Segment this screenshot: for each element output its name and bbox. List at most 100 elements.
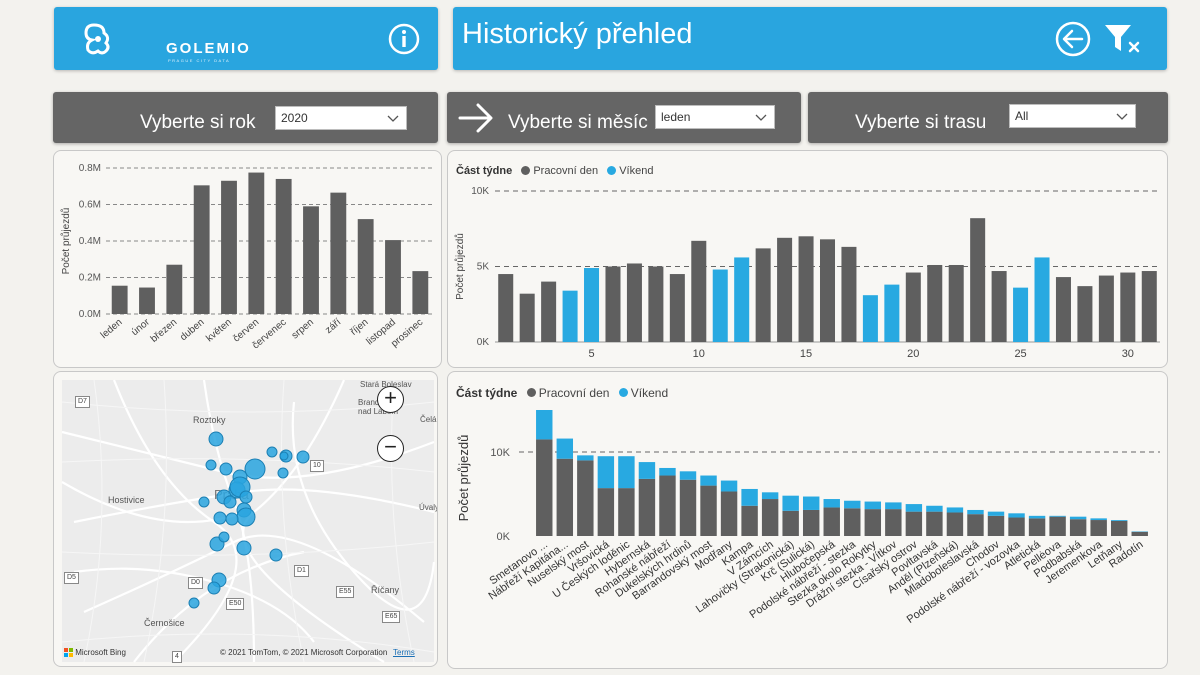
map-bubble[interactable] — [207, 581, 221, 595]
map-bubble[interactable] — [205, 459, 217, 471]
bar-weekend — [536, 410, 553, 440]
daily-chart-card: Část týdne Pracovní den Víkend 0K 5K 10K Po… — [447, 150, 1168, 368]
road-label-d1: D1 — [294, 565, 309, 577]
map-bubble[interactable] — [223, 495, 237, 509]
legend-workday: Pracovní den — [538, 386, 610, 400]
brand-tagline: PRAGUE CITY DATA — [168, 58, 231, 63]
bar-workday — [761, 499, 779, 536]
map-bubble[interactable] — [208, 431, 224, 447]
bar-weekend — [864, 501, 882, 510]
bar — [275, 178, 292, 314]
map-label-brandys: Brandýs nad Labem — [358, 398, 399, 416]
x-tick-label: září — [323, 317, 343, 336]
title-panel: Historický přehled — [453, 7, 1167, 70]
bar — [948, 264, 964, 342]
bar — [841, 246, 857, 342]
bar-workday — [659, 475, 676, 536]
map-bubble[interactable] — [218, 531, 230, 543]
bar-workday — [1028, 518, 1046, 536]
bar — [193, 185, 210, 314]
bar-workday — [844, 508, 861, 536]
bar-workday — [741, 505, 758, 536]
map-bubble[interactable] — [279, 451, 289, 461]
x-tick-label: říjen — [349, 317, 371, 338]
route-legend: Část týdne Pracovní den Víkend — [456, 386, 668, 400]
map-card[interactable]: Roztoky Hostivice Černošice Říčany Praha… — [53, 371, 438, 667]
bar-workday — [1069, 519, 1087, 536]
map-terms-link[interactable]: Terms — [393, 648, 415, 657]
year-dropdown[interactable]: 2020 — [275, 106, 407, 130]
map-bubble[interactable] — [269, 548, 283, 562]
zoom-out-button[interactable]: − — [377, 435, 404, 462]
info-icon[interactable] — [388, 23, 420, 55]
map-bubble[interactable] — [213, 511, 227, 525]
bar — [584, 268, 600, 342]
map-bubble[interactable] — [244, 458, 266, 480]
map-bubble[interactable] — [239, 490, 253, 504]
x-tick-label: 30 — [1122, 348, 1134, 360]
bar-workday — [556, 458, 574, 536]
daily-legend: Část týdne Pracovní den Víkend — [456, 165, 653, 177]
map-bubble[interactable] — [236, 507, 256, 527]
bar — [927, 264, 943, 342]
bar-workday — [1131, 531, 1148, 536]
bar-weekend — [638, 462, 656, 479]
back-arrow-icon[interactable] — [1055, 21, 1091, 57]
map-bubble[interactable] — [277, 467, 289, 479]
bar-weekend — [967, 509, 984, 515]
map-bubble[interactable] — [219, 462, 233, 476]
bar — [562, 290, 578, 342]
year-filter-panel: Vyberte si rok 2020 — [53, 92, 438, 143]
route-dropdown[interactable]: All — [1009, 104, 1136, 128]
bar-weekend — [1049, 515, 1066, 517]
bar-workday — [946, 512, 964, 536]
bar — [626, 263, 642, 342]
bar-weekend — [556, 438, 574, 459]
logo-panel: GOLEMIO PRAGUE CITY DATA — [54, 7, 438, 70]
map-bubble[interactable] — [198, 496, 210, 508]
map-bubble[interactable] — [225, 512, 239, 526]
map-provider: Microsoft Bing — [64, 648, 126, 658]
bar — [691, 240, 707, 342]
map-bubble[interactable] — [296, 450, 310, 464]
map-bubble[interactable] — [236, 540, 252, 556]
microsoft-logo-icon — [64, 648, 73, 658]
month-dropdown-value: leden — [661, 110, 691, 124]
map-label-uvaly: Úvaly — [419, 503, 438, 512]
bar — [1098, 275, 1114, 342]
bar — [412, 271, 429, 314]
year-dropdown-value: 2020 — [281, 111, 308, 125]
bar-weekend — [1110, 520, 1128, 521]
bar — [519, 293, 535, 342]
y-tick-label: 0K — [477, 337, 490, 348]
bar-workday — [597, 488, 615, 536]
x-tick-label: květen — [204, 317, 234, 344]
y-axis-label: Počet průjezdů — [456, 435, 471, 522]
bar-weekend — [679, 471, 697, 480]
road-label-4: 4 — [172, 651, 182, 663]
bar — [1013, 287, 1029, 342]
bar-weekend — [1028, 515, 1046, 519]
bar — [330, 192, 347, 314]
map-bubbles — [188, 431, 310, 609]
map-provider-label: Microsoft Bing — [75, 648, 126, 657]
zoom-in-button[interactable]: + — [377, 386, 404, 413]
bar — [111, 285, 128, 314]
map-bubble[interactable] — [266, 446, 278, 458]
bar-weekend — [823, 499, 840, 508]
clear-filter-icon[interactable] — [1103, 22, 1141, 56]
map-bubble[interactable] — [188, 597, 200, 609]
bar — [1120, 272, 1136, 342]
legend-weekend: Víkend — [630, 386, 669, 400]
x-tick-label: únor — [130, 316, 153, 338]
y-axis-label: Počet průjezdů — [60, 208, 72, 275]
road-label-e55: E55 — [336, 586, 355, 598]
y-tick-label: 0.0M — [79, 309, 101, 320]
y-tick-label: 10K — [471, 186, 489, 197]
bar-weekend — [802, 496, 820, 510]
map-label-cernosice: Černošice — [144, 618, 185, 628]
bar — [1055, 277, 1071, 342]
y-axis-label: Počet průjezdů — [454, 233, 466, 300]
month-dropdown[interactable]: leden — [655, 105, 775, 129]
x-tick-label: 15 — [800, 348, 812, 360]
